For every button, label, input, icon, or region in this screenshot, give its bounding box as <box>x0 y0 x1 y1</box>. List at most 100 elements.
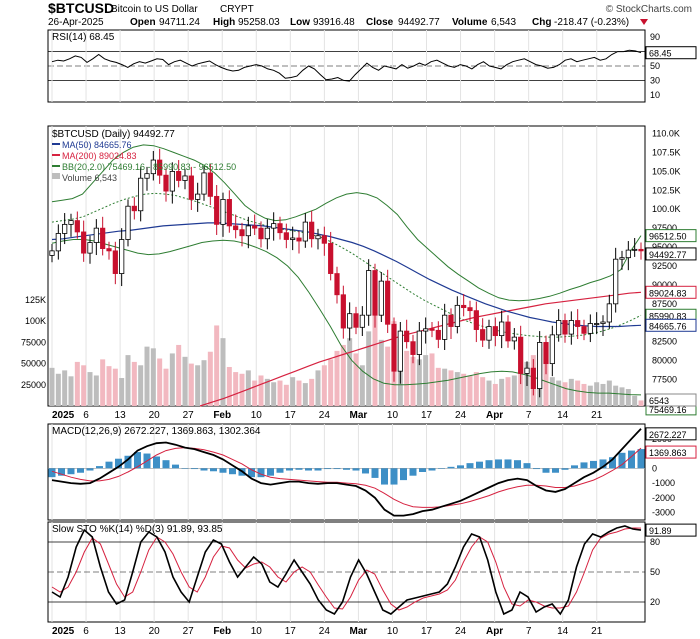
candle-up <box>537 342 543 389</box>
bb-upper-value: 96512.50 <box>649 232 687 242</box>
candle-down <box>435 329 441 340</box>
volume-bar <box>543 363 549 406</box>
volume-bar <box>144 346 150 406</box>
candle-down <box>226 199 232 227</box>
volume-bar <box>511 375 517 406</box>
volume-bar <box>619 387 625 406</box>
macd-histogram-bar <box>495 459 502 469</box>
exchange: CRYPT <box>220 4 254 15</box>
macd-histogram-bar <box>124 455 132 469</box>
candle-down <box>176 171 182 181</box>
candle-down <box>214 195 220 225</box>
volume-bar <box>106 366 112 406</box>
price-tick: 105.0K <box>652 166 681 176</box>
candle-up <box>511 336 517 342</box>
volume-bar <box>366 331 372 406</box>
volume-bar <box>372 312 378 406</box>
macd-histogram-bar <box>172 464 179 469</box>
volume-bar <box>321 365 327 406</box>
ma50-value: 84665.76 <box>649 321 687 331</box>
macd-histogram-bar <box>105 461 113 469</box>
volume-bar <box>277 380 283 406</box>
x-tick-label-bottom: Feb <box>213 626 231 637</box>
candle-down <box>467 307 473 312</box>
volume-bar <box>182 356 188 406</box>
volume-bar <box>100 359 106 406</box>
volume-bar <box>473 372 479 406</box>
price-tick: 102.5K <box>652 185 681 195</box>
candle-down <box>283 232 289 240</box>
volume-bar <box>518 373 524 406</box>
volume-bar <box>556 380 562 406</box>
x-tick-label: 20 <box>149 410 161 421</box>
macd-histogram-bar <box>86 468 94 471</box>
chg-label: Chg <box>532 17 551 28</box>
sto-tick-80: 80 <box>650 537 660 547</box>
volume-bar <box>220 338 226 406</box>
candle-down <box>505 321 511 342</box>
volume-bar <box>55 373 61 406</box>
x-tick-label: 17 <box>421 410 433 421</box>
candle-down <box>328 242 334 274</box>
x-tick-label: 21 <box>591 410 603 421</box>
sto-last-value-tag <box>645 523 697 537</box>
rsi-tick-10: 10 <box>650 90 660 100</box>
candle-down <box>131 205 137 212</box>
volume-bar <box>87 372 93 406</box>
volume-bar <box>188 363 194 406</box>
x-tick-label-bottom: Apr <box>486 626 503 637</box>
volume-bar <box>575 380 581 406</box>
volume-bar <box>429 353 435 406</box>
candle-up <box>378 280 384 316</box>
volume-bar <box>638 400 644 406</box>
volume-bar <box>119 378 125 406</box>
volume-value-tag: 6543 <box>649 396 669 406</box>
macd-histogram-bar <box>210 468 217 472</box>
candle-up <box>556 320 562 336</box>
candle-down <box>252 225 258 229</box>
volume-bar <box>442 368 448 406</box>
macd-histogram-bar <box>276 468 284 473</box>
watermark: © StockCharts.com <box>606 4 692 15</box>
x-tick-label-bottom: 10 <box>387 626 399 637</box>
price-tick: 80000 <box>652 356 677 366</box>
volume-bar <box>499 378 505 406</box>
candle-down <box>410 341 416 355</box>
low-value: 93916.48 <box>313 17 355 28</box>
macd-histogram-bar <box>295 468 303 470</box>
legend-ma50: MA(50) 84665.76 <box>62 140 132 150</box>
volume-bar <box>454 372 460 406</box>
macd-histogram-bar <box>561 468 569 470</box>
volume-bar <box>74 361 80 406</box>
candle-down <box>112 250 118 274</box>
x-tick-label: 2025 <box>52 410 75 421</box>
volume-bar <box>233 372 239 406</box>
x-tick-label: 6 <box>83 410 89 421</box>
candle-down <box>334 273 340 296</box>
x-tick-label: 24 <box>455 410 467 421</box>
volume-bar <box>62 370 68 406</box>
rsi-tick-50: 50 <box>650 61 660 71</box>
candle-up <box>62 223 68 234</box>
x-tick-label-bottom: 27 <box>183 626 195 637</box>
macd-histogram-bar <box>457 465 464 469</box>
macd-histogram-bar <box>115 458 122 469</box>
rsi-last-value: 68.45 <box>649 49 672 59</box>
macd-histogram-bar <box>352 468 360 471</box>
x-tick-label: 14 <box>557 410 569 421</box>
ma200-value-tag <box>645 285 697 299</box>
price-tick: 97500 <box>652 223 677 233</box>
candle-up <box>587 323 593 334</box>
x-tick-label-bottom: 7 <box>526 626 532 637</box>
symbol-name: Bitcoin to US Dollar <box>111 4 198 15</box>
macd-line <box>51 428 642 517</box>
candle-down <box>340 294 346 329</box>
candle-up <box>397 330 403 372</box>
macd-tick: 0 <box>652 463 657 473</box>
candle-up <box>55 233 61 252</box>
macd-tick: -3000 <box>652 508 675 518</box>
candle-down <box>530 367 536 389</box>
volume-bar <box>176 344 182 406</box>
macd-histogram-bar <box>438 468 445 469</box>
bb-lower-value: 75469.16 <box>649 405 687 415</box>
